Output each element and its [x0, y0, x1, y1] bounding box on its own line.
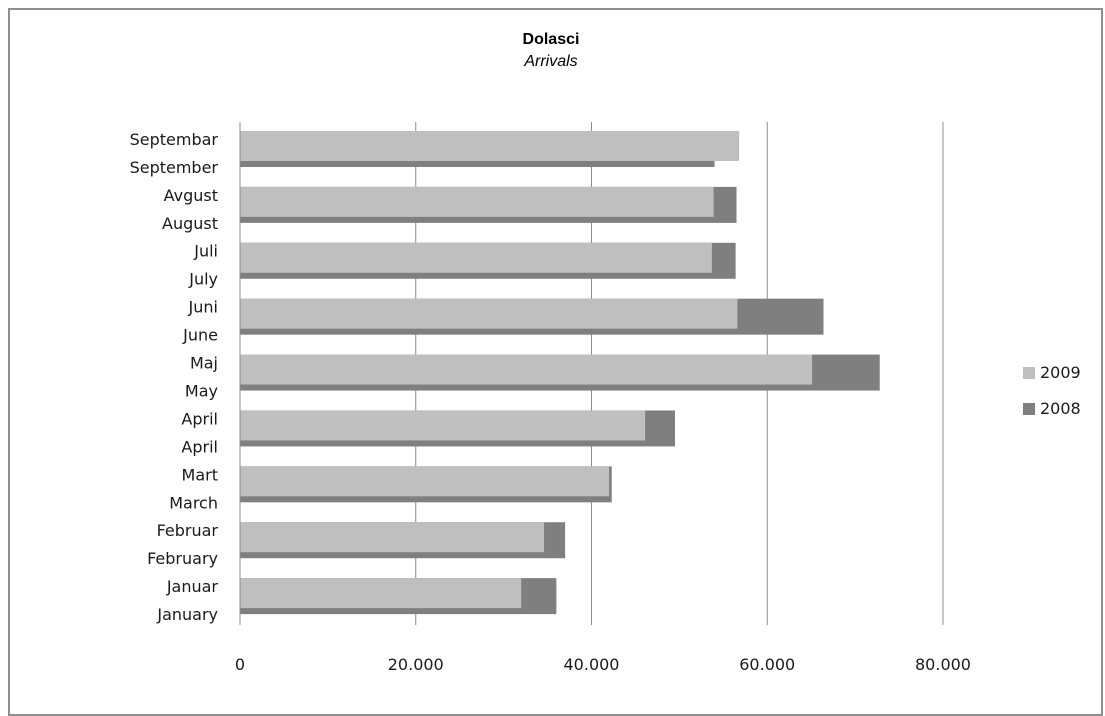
bar-group-july	[240, 242, 736, 279]
category-label-english: May	[185, 382, 218, 401]
chart-title: Dolasci	[523, 31, 580, 48]
legend-label: 2009	[1040, 363, 1081, 382]
category-label-local: April	[181, 409, 218, 428]
category-label-english: March	[169, 493, 218, 512]
x-axis-tick-labels: 0 20.000 40.000 60.000 80.000	[235, 655, 971, 674]
bar-groups	[240, 131, 880, 615]
x-tick-label: 20.000	[388, 655, 444, 674]
category-label-english: June	[182, 326, 218, 345]
category-label-english: August	[162, 214, 218, 233]
bar-group-september	[240, 131, 740, 167]
category-labels: Septembar September Avgust August Juli July Ju…	[130, 130, 219, 624]
bar-2009-april	[240, 410, 646, 441]
legend-swatch	[1023, 367, 1035, 379]
legend-item-2008: 2008	[1023, 399, 1081, 418]
bar-2009-september	[240, 131, 740, 161]
category-label-english: September	[130, 158, 219, 177]
chart-subtitle: Arrivals	[523, 53, 577, 70]
x-tick-label: 0	[235, 655, 245, 674]
category-label-english: July	[188, 270, 218, 289]
category-label-local: Maj	[190, 354, 218, 373]
category-label-english: February	[147, 549, 218, 568]
category-label-english: January	[156, 605, 218, 624]
bar-group-february	[240, 522, 566, 559]
category-label-local: Avgust	[164, 186, 218, 205]
category-label-local: Septembar	[130, 130, 219, 149]
x-tick-label: 80.000	[915, 655, 971, 674]
legend-item-2009: 2009	[1023, 363, 1081, 382]
bar-2009-january	[240, 578, 522, 609]
bar-2009-february	[240, 522, 545, 553]
category-label-english: April	[181, 437, 218, 456]
bar-group-june	[240, 298, 824, 335]
bar-2009-may	[240, 354, 813, 385]
x-tick-label: 60.000	[739, 655, 795, 674]
legend: 2009 2008	[1023, 363, 1081, 418]
bar-2009-march	[240, 466, 610, 497]
category-label-local: Februar	[157, 521, 219, 540]
category-label-local: Mart	[182, 465, 218, 484]
category-label-local: Januar	[166, 577, 219, 596]
bar-group-april	[240, 410, 675, 447]
bar-group-august	[240, 186, 737, 223]
bar-group-january	[240, 578, 557, 615]
bar-2009-july	[240, 242, 712, 273]
category-label-local: Juni	[188, 298, 218, 317]
bar-2009-august	[240, 186, 714, 217]
x-tick-label: 40.000	[564, 655, 620, 674]
bar-group-march	[240, 466, 612, 503]
legend-label: 2008	[1040, 399, 1081, 418]
bar-group-may	[240, 354, 880, 391]
bar-2009-june	[240, 298, 738, 329]
legend-swatch	[1023, 403, 1035, 415]
category-label-local: Juli	[193, 242, 218, 261]
